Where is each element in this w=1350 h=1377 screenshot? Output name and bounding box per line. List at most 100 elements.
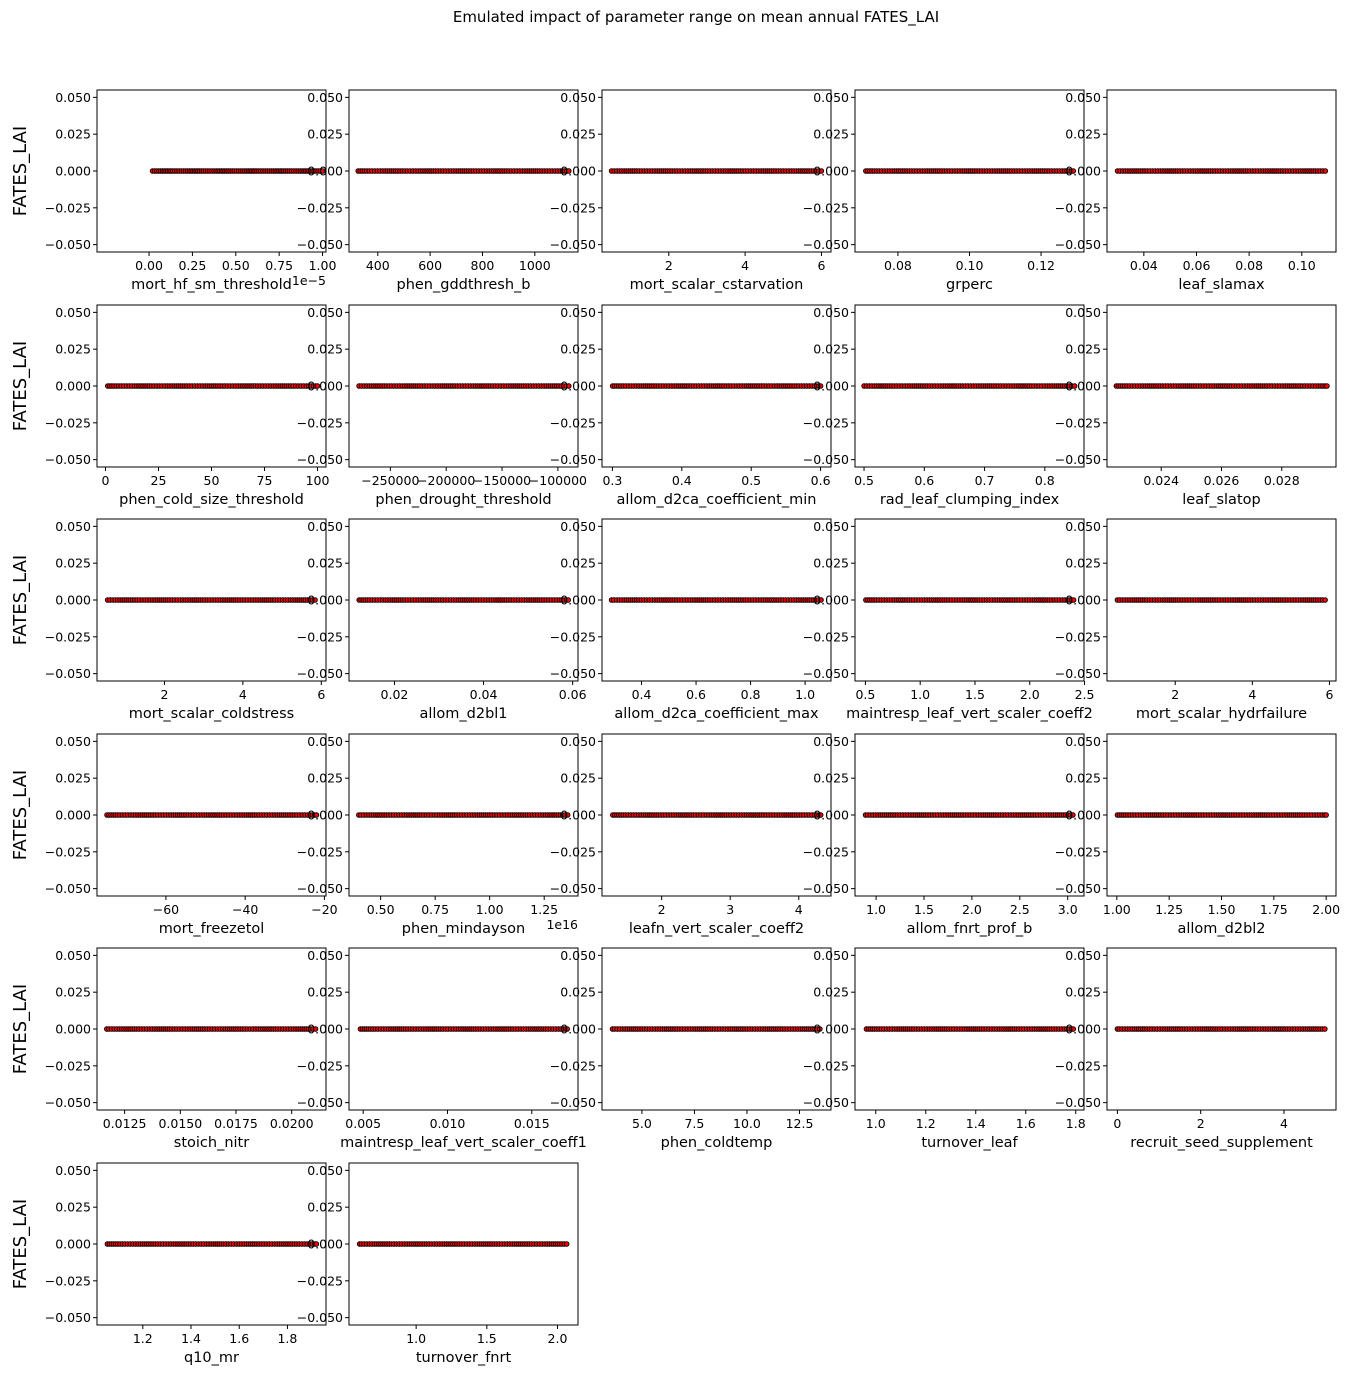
y-tick-label: 0.050 <box>1065 948 1101 963</box>
scatter-series <box>608 597 824 603</box>
scatter-series <box>1113 383 1330 389</box>
y-tick-label: 0.050 <box>55 734 91 749</box>
x-tick-label: 1.00 <box>309 258 337 273</box>
y-tick-label: 0.000 <box>307 1237 343 1252</box>
x-offset-label: 1e16 <box>546 917 578 932</box>
subplot-phen_cold_size_threshold: −0.050 −0.025 0.000 0.025 0.050 0 25 50 75 100phe… <box>10 304 329 508</box>
x-tick-label: 1.5 <box>965 687 985 702</box>
x-tick-label: −20 <box>311 902 337 917</box>
scatter-series <box>861 383 1078 389</box>
x-tick-label: 0.010 <box>430 1116 466 1131</box>
x-tick-label: 4 <box>795 902 803 917</box>
data-point <box>566 383 572 389</box>
subplot-rad_leaf_clumping_index: −0.050 −0.025 0.000 0.025 0.050 0.5 0.6 0.7 0.8 r… <box>803 304 1085 508</box>
x-tick-label: 1.5 <box>914 902 934 917</box>
y-tick-label: 0.050 <box>813 305 849 320</box>
x-tick-label: 2.5 <box>1010 902 1030 917</box>
y-tick-label: −0.050 <box>45 881 91 896</box>
x-tick-label: 0.026 <box>1204 473 1240 488</box>
subplot-allom_d2ca_coefficient_max: −0.050 −0.025 0.000 0.025 0.050 0.4 0.6 0.8 1.0 a… <box>550 518 832 722</box>
y-tick-label: 0.000 <box>55 1022 91 1037</box>
x-tick-label: 0.50 <box>222 258 250 273</box>
y-tick-label: 0.025 <box>813 985 849 1000</box>
y-tick-label: 0.050 <box>307 305 343 320</box>
x-tick-label: 800 <box>471 258 495 273</box>
x-tick-label: 6 <box>1325 687 1333 702</box>
y-tick-label: 0.000 <box>560 379 596 394</box>
y-tick-label: −0.050 <box>45 1310 91 1325</box>
data-point <box>312 597 318 603</box>
x-tick-label: 2 <box>665 258 673 273</box>
x-axis-label: mort_freezetol <box>159 921 265 937</box>
x-tick-label: 0.50 <box>367 902 395 917</box>
y-tick-label: 0.050 <box>307 519 343 534</box>
x-axis-label: allom_d2ca_coefficient_min <box>617 492 817 508</box>
y-tick-label: 0.000 <box>813 1022 849 1037</box>
y-tick-label: 0.025 <box>307 556 343 571</box>
data-point <box>563 1241 570 1247</box>
x-axis-label: allom_d2bl2 <box>1177 921 1265 937</box>
x-tick-label: 50 <box>204 473 220 488</box>
x-tick-label: 1.8 <box>1066 1116 1086 1131</box>
x-axis-label: maintresp_leaf_vert_scaler_coeff1 <box>340 1135 587 1151</box>
y-tick-label: 0.025 <box>560 127 596 142</box>
y-tick-label: 0.025 <box>813 771 849 786</box>
x-tick-label: 2 <box>1197 1116 1205 1131</box>
scatter-series <box>104 812 320 818</box>
x-tick-label: 0.015 <box>514 1116 550 1131</box>
x-tick-label: 1.50 <box>1208 902 1236 917</box>
x-tick-label: 1.5 <box>477 1331 497 1346</box>
y-tick-label: 0.050 <box>307 948 343 963</box>
data-point <box>1070 597 1077 603</box>
x-tick-label: 0.04 <box>470 687 498 702</box>
x-tick-label: 0.0150 <box>158 1116 202 1131</box>
y-tick-label: 0.050 <box>560 734 596 749</box>
y-tick-label: 0.025 <box>560 985 596 1000</box>
y-tick-label: −0.050 <box>297 1095 343 1110</box>
x-tick-label: −40 <box>232 902 258 917</box>
x-tick-label: 1.00 <box>1103 902 1131 917</box>
scatter-series <box>104 1026 319 1032</box>
scatter-series <box>1114 168 1329 174</box>
scatter-series <box>104 1241 320 1247</box>
x-tick-label: 2 <box>160 687 168 702</box>
x-tick-label: 4 <box>1280 1116 1288 1131</box>
x-tick-label: −150000 <box>473 473 531 488</box>
x-axis-label: phen_coldtemp <box>661 1135 773 1151</box>
subplot-leaf_slatop: −0.050 −0.025 0.000 0.025 0.050 0.024 0.026 0.0… <box>1055 304 1337 508</box>
x-tick-label: 1.25 <box>1155 902 1183 917</box>
data-point <box>566 168 572 174</box>
x-tick-label: 1.2 <box>916 1116 936 1131</box>
scatter-series <box>356 812 571 818</box>
x-tick-label: 0.06 <box>559 687 587 702</box>
x-tick-label: 0.10 <box>1288 258 1316 273</box>
data-point <box>1322 168 1329 174</box>
subplot-allom_d2bl1: −0.050 −0.025 0.000 0.025 0.050 0.02 0.04 0.06 a… <box>297 518 587 722</box>
y-tick-label: 0.000 <box>307 808 343 823</box>
subplot-phen_gddthresh_b: −0.050 −0.025 0.000 0.025 0.050 400 600 800 1000… <box>297 89 579 293</box>
y-tick-label: 0.000 <box>55 593 91 608</box>
x-tick-label: 0.3 <box>602 473 622 488</box>
y-tick-label: −0.050 <box>1055 881 1101 896</box>
data-point <box>1324 383 1330 389</box>
x-axis-label: mort_scalar_cstarvation <box>630 277 804 293</box>
x-axis-label: recruit_seed_supplement <box>1130 1135 1313 1151</box>
y-tick-label: 0.000 <box>55 379 91 394</box>
y-tick-label: 0.050 <box>813 948 849 963</box>
x-tick-label: 0.8 <box>741 687 761 702</box>
subplot-allom_fnrt_prof_b: −0.050 −0.025 0.000 0.025 0.050 1.0 1.5 2.0 2.5 3… <box>803 733 1085 937</box>
y-tick-label: 0.000 <box>55 1237 91 1252</box>
y-tick-label: −0.025 <box>1055 629 1101 644</box>
scatter-series <box>862 812 1076 818</box>
x-tick-label: 75 <box>257 473 273 488</box>
y-tick-label: −0.025 <box>1055 1058 1101 1073</box>
data-point <box>818 597 824 603</box>
y-tick-label: 0.050 <box>307 1163 343 1178</box>
y-tick-label: −0.025 <box>803 415 849 430</box>
subplot-leaf_slamax: −0.050 −0.025 0.000 0.025 0.050 0.04 0.06 0.08 0… <box>1055 89 1337 293</box>
y-tick-label: 0.000 <box>560 164 596 179</box>
y-tick-label: −0.025 <box>550 844 596 859</box>
y-tick-label: 0.025 <box>307 771 343 786</box>
y-tick-label: 0.025 <box>55 985 91 1000</box>
